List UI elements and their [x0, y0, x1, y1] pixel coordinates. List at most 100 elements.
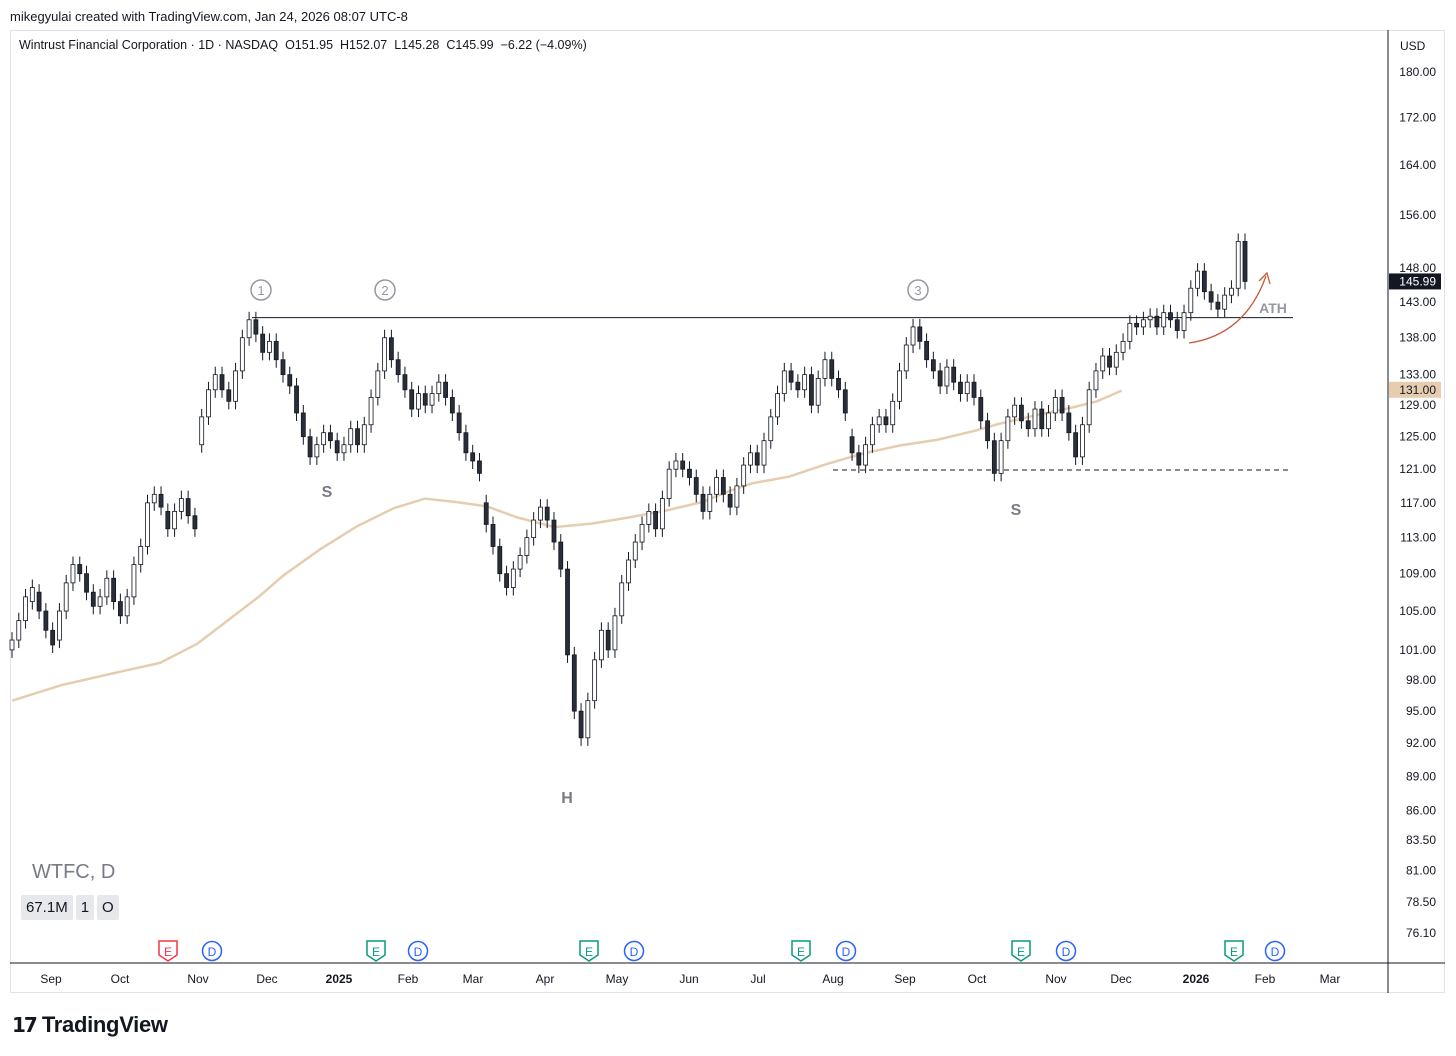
candle [842, 381, 848, 421]
candle [246, 311, 252, 346]
candle [1215, 294, 1221, 318]
candle-body [599, 629, 604, 661]
candle [863, 436, 869, 474]
currency-label[interactable]: USD [1400, 39, 1426, 53]
price-tick-label: 138.00 [1399, 331, 1436, 345]
candle [131, 556, 137, 605]
candle-body [158, 493, 164, 508]
candle-body [1066, 412, 1072, 434]
peak-marker-3: 3 [907, 279, 929, 301]
price-tick-label: 125.00 [1399, 430, 1436, 444]
candle-body [328, 432, 333, 442]
candle-body [1195, 270, 1200, 289]
candle [470, 444, 476, 470]
earnings-event-icon: E [1011, 940, 1031, 962]
candle [341, 436, 347, 461]
candle-body [639, 524, 645, 543]
candle [117, 593, 123, 624]
candle [565, 561, 570, 663]
candle [388, 329, 394, 368]
candle-body [1046, 412, 1051, 430]
candle-body [897, 370, 902, 402]
candle [1046, 404, 1051, 437]
candle [1154, 308, 1160, 335]
candle-body [558, 541, 564, 570]
candle-body [910, 326, 916, 346]
candle [104, 570, 110, 605]
event-shape [1011, 940, 1031, 962]
candle [50, 622, 56, 653]
candle [382, 329, 388, 379]
candle-body [781, 370, 787, 395]
candle [734, 477, 740, 516]
candle [903, 337, 909, 379]
candle [172, 503, 177, 537]
candle-body [70, 564, 76, 584]
price-tick-label: 105.00 [1399, 604, 1436, 618]
candle [856, 444, 862, 474]
candle-body [924, 340, 929, 361]
candle [944, 359, 950, 395]
candle-body [1032, 408, 1038, 430]
candle [307, 428, 313, 465]
candle-body [321, 432, 327, 446]
candle-body [1019, 404, 1024, 422]
candle [1052, 389, 1058, 421]
candles [9, 233, 1248, 746]
last-price-tag: 145.99 [1389, 273, 1441, 290]
candle [680, 453, 686, 478]
candle [544, 499, 550, 529]
candle [212, 366, 218, 398]
time-tick-label: Mar [463, 972, 484, 986]
candle [849, 428, 855, 461]
candle [1113, 344, 1119, 376]
candle-body [829, 359, 835, 379]
symbol-legend[interactable]: Wintrust Financial Corporation · 1D · NA… [19, 38, 587, 52]
candle [84, 565, 89, 601]
time-tick-label: Oct [111, 972, 130, 986]
candle-body [802, 374, 808, 391]
candle-body [510, 568, 516, 588]
candle [924, 333, 929, 368]
time-tick-label: Nov [187, 972, 208, 986]
candle-body [253, 319, 259, 335]
candle [449, 389, 455, 421]
candle [226, 381, 232, 410]
candle-body [1140, 319, 1146, 328]
candle [1235, 233, 1241, 297]
candle [368, 389, 374, 433]
price-tick-label: 109.00 [1399, 567, 1436, 581]
candle [504, 565, 509, 596]
candle [748, 444, 753, 474]
peak-marker-2-text: 2 [381, 283, 388, 298]
candle [43, 603, 49, 639]
candle [239, 329, 245, 379]
dividend-event-icon: D [407, 940, 429, 962]
price-tick-label: 143.00 [1399, 295, 1436, 309]
candle-body [964, 381, 970, 395]
candle-body [863, 444, 869, 466]
candle-body [16, 620, 22, 641]
candle [951, 359, 957, 391]
price-tick-label: 133.00 [1399, 368, 1436, 382]
candle [456, 404, 462, 441]
candle-body [883, 416, 889, 426]
candle-body [280, 359, 286, 376]
tradingview-logo[interactable]: 17 TradingView [12, 1012, 168, 1038]
event-letter: E [585, 945, 593, 959]
candle-body [402, 374, 408, 391]
volume-indicator-row[interactable]: 67.1M 1 O [21, 895, 119, 920]
event-shape [1264, 940, 1286, 962]
candle-body [1161, 312, 1167, 328]
candle-body [748, 452, 753, 466]
time-tick-label: 2025 [326, 972, 353, 986]
candle [477, 453, 482, 482]
candle [985, 412, 990, 449]
candle-body [497, 546, 503, 575]
candle-body [260, 333, 266, 353]
candle [233, 362, 238, 410]
candle [1059, 389, 1065, 421]
candle-body [1100, 355, 1106, 372]
candle-body [77, 564, 83, 575]
